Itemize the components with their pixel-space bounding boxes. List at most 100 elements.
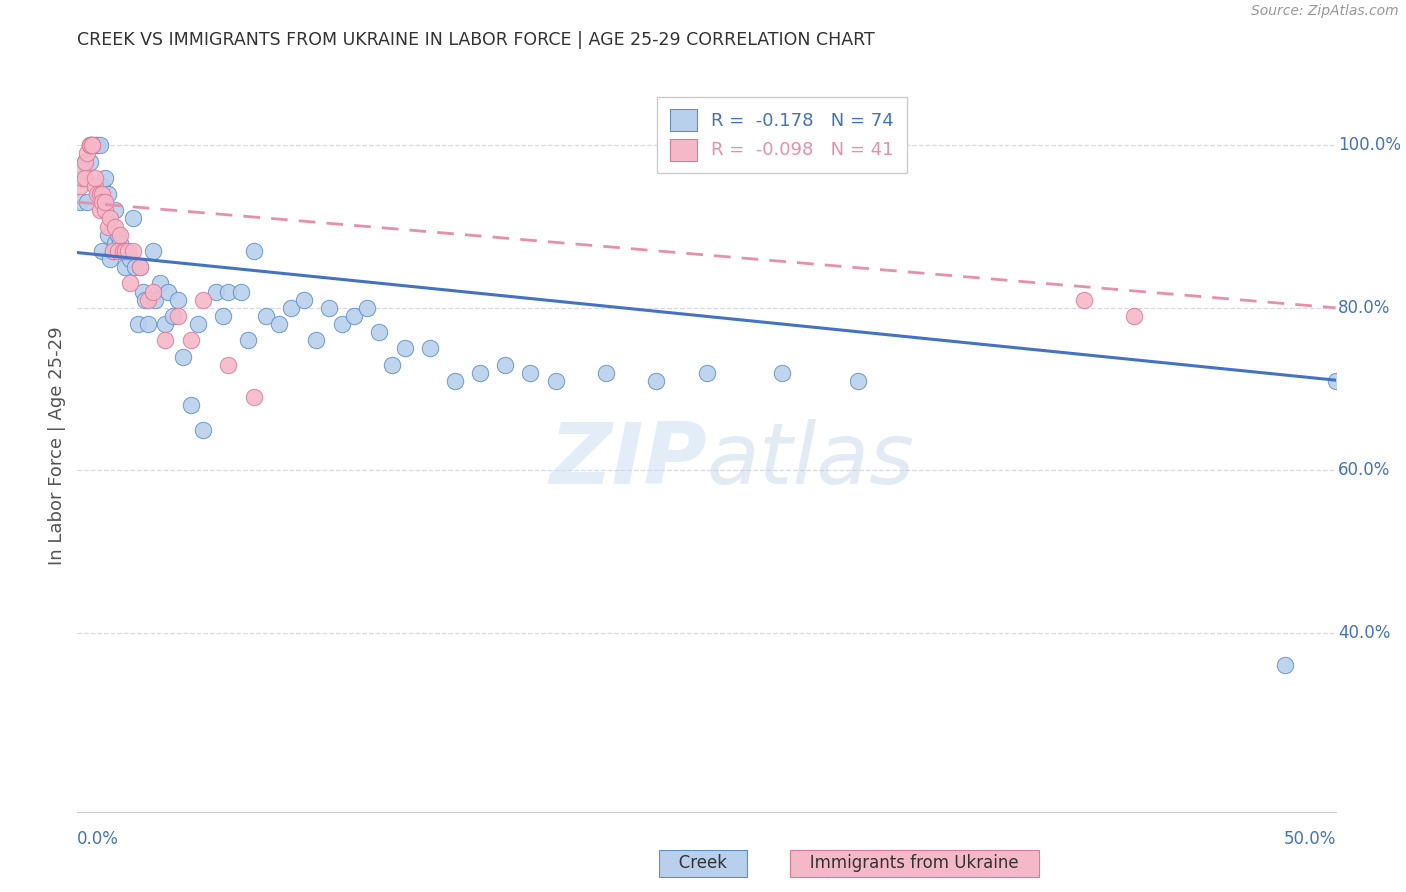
Point xyxy=(254,309,277,323)
Point xyxy=(1274,658,1296,673)
Point xyxy=(108,227,131,242)
Point xyxy=(84,170,107,185)
Point xyxy=(82,138,104,153)
Point xyxy=(84,138,107,153)
Point xyxy=(519,366,541,380)
Point xyxy=(162,309,184,323)
Text: 60.0%: 60.0% xyxy=(1339,461,1391,479)
Point xyxy=(212,309,235,323)
Point xyxy=(292,293,315,307)
Point xyxy=(238,334,260,348)
Point xyxy=(187,317,209,331)
Point xyxy=(72,170,94,185)
Point xyxy=(107,244,129,258)
Text: atlas: atlas xyxy=(707,419,914,502)
Point xyxy=(120,277,142,291)
Point xyxy=(111,244,134,258)
Point xyxy=(242,244,264,258)
Text: 50.0%: 50.0% xyxy=(1284,830,1336,848)
Point xyxy=(94,203,117,218)
Point xyxy=(229,285,252,299)
Point xyxy=(96,227,118,242)
Point xyxy=(191,293,215,307)
Point xyxy=(330,317,353,331)
Point xyxy=(79,138,101,153)
Point xyxy=(242,390,264,404)
Point xyxy=(104,203,127,218)
Point xyxy=(305,334,328,348)
Point xyxy=(280,301,302,315)
Point xyxy=(167,309,190,323)
Point xyxy=(96,219,118,234)
Point xyxy=(120,252,142,266)
Point xyxy=(318,301,340,315)
Point xyxy=(82,138,104,153)
Point xyxy=(76,195,98,210)
Point xyxy=(86,187,108,202)
Point xyxy=(167,293,190,307)
Point xyxy=(156,285,179,299)
Text: Immigrants from Ukraine: Immigrants from Ukraine xyxy=(794,855,1035,872)
Point xyxy=(356,301,378,315)
Point xyxy=(114,260,136,275)
Point xyxy=(149,277,172,291)
Point xyxy=(96,187,118,202)
Point xyxy=(1073,293,1095,307)
Point xyxy=(770,366,793,380)
Point xyxy=(76,146,98,161)
Point xyxy=(114,244,136,258)
Point xyxy=(84,178,107,193)
Point xyxy=(136,293,159,307)
Point xyxy=(79,138,101,153)
Point xyxy=(69,178,91,193)
Point xyxy=(104,235,127,250)
Point xyxy=(89,187,111,202)
Point xyxy=(107,227,129,242)
Point xyxy=(104,219,127,234)
Legend: R =  -0.178   N = 74, R =  -0.098   N = 41: R = -0.178 N = 74, R = -0.098 N = 41 xyxy=(657,96,907,173)
Point xyxy=(129,260,152,275)
Point xyxy=(494,358,516,372)
Point xyxy=(82,138,104,153)
Point xyxy=(544,374,567,388)
Text: 100.0%: 100.0% xyxy=(1339,136,1402,154)
Point xyxy=(394,342,416,356)
Point xyxy=(98,252,121,266)
Text: Source: ZipAtlas.com: Source: ZipAtlas.com xyxy=(1251,4,1399,19)
Point xyxy=(91,195,114,210)
Point xyxy=(267,317,290,331)
Point xyxy=(136,317,159,331)
Point xyxy=(72,170,94,185)
Point xyxy=(91,244,114,258)
Point xyxy=(73,170,96,185)
Point xyxy=(1123,309,1146,323)
Point xyxy=(191,423,215,437)
Point xyxy=(89,138,111,153)
Point xyxy=(381,358,404,372)
Point xyxy=(91,187,114,202)
Point xyxy=(121,244,143,258)
Text: 80.0%: 80.0% xyxy=(1339,299,1391,317)
Point xyxy=(419,342,441,356)
Point xyxy=(217,358,239,372)
Point xyxy=(595,366,617,380)
Point xyxy=(132,285,155,299)
Point xyxy=(368,325,391,339)
Point xyxy=(204,285,226,299)
Point xyxy=(108,235,131,250)
Point xyxy=(86,138,108,153)
Point xyxy=(180,334,202,348)
Point xyxy=(69,195,91,210)
Point xyxy=(101,244,124,258)
Point xyxy=(94,170,117,185)
Point xyxy=(444,374,467,388)
Point xyxy=(180,398,202,412)
Point xyxy=(94,195,117,210)
Point xyxy=(217,285,239,299)
Point xyxy=(117,244,139,258)
Point xyxy=(89,203,111,218)
Point xyxy=(124,260,146,275)
Text: Creek: Creek xyxy=(664,855,742,872)
Point xyxy=(72,162,94,177)
Point xyxy=(155,317,177,331)
